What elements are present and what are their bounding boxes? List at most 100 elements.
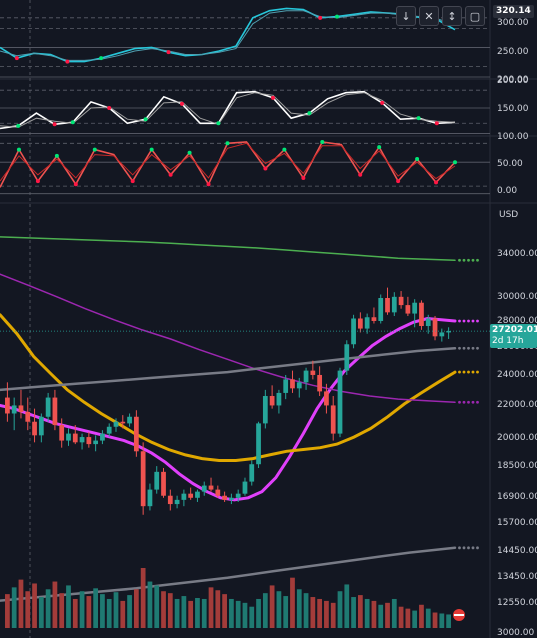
volume-bar (154, 585, 160, 628)
volume-bar (439, 613, 445, 628)
osc-2-tick-label: 150.00 (497, 104, 529, 114)
volume-bar (11, 587, 17, 628)
moving-average-projection-dot (458, 370, 461, 374)
candle-body (276, 392, 282, 406)
osc-2-cross-marker (143, 117, 148, 122)
osc-3-tick-label: 0.00 (497, 186, 517, 196)
price-tick-label: 12550.00 (497, 598, 537, 608)
candle-body (45, 397, 51, 417)
candle-body (405, 305, 411, 314)
candle-body (222, 495, 227, 500)
price-tick-label: 20000.00 (497, 433, 537, 443)
candle-body (79, 437, 85, 443)
moving-average-projection-dot (471, 319, 475, 323)
candle-body (235, 493, 241, 498)
price-tick-label: 14450.00 (497, 546, 537, 556)
candle-body (127, 416, 132, 424)
osc-3-cross-marker (263, 166, 268, 171)
candle-body (195, 491, 200, 498)
osc-3-cross-marker (358, 172, 363, 177)
volume-bar (249, 606, 255, 628)
volume-bar (344, 584, 350, 628)
price-tick-label: 24000.00 (497, 370, 537, 380)
osc-3-cross-marker (35, 179, 40, 184)
candle-body (188, 493, 194, 498)
osc-2-cross-marker (70, 120, 75, 125)
candle-body (161, 471, 166, 496)
osc-3-cross-marker (453, 160, 457, 165)
candle-body (93, 440, 99, 445)
osc-2-cross-marker (271, 95, 275, 100)
osc-1-tick-label: 300.00 (497, 18, 529, 28)
moving-average-projection-dot (471, 546, 475, 550)
moving-average-line-4 (0, 347, 457, 392)
moving-average-line-0 (0, 316, 457, 502)
volume-bar (181, 596, 187, 628)
osc-2-cross-marker (380, 100, 385, 105)
moving-average-projection-dot (462, 370, 466, 374)
osc-2-cross-marker (52, 122, 57, 127)
candle-body (100, 433, 105, 441)
volume-bar (283, 596, 289, 628)
candle-body (385, 297, 390, 313)
moving-average-projection-dot (458, 319, 461, 323)
moving-average-line-1 (0, 313, 457, 462)
volume-bar (412, 610, 418, 628)
volume-bar (201, 598, 207, 628)
candle-body (59, 425, 65, 441)
moving-average-projection-dot (471, 370, 475, 374)
candle-body (296, 382, 302, 389)
osc-1-cross-marker (14, 56, 19, 61)
osc-2-cross-marker (180, 101, 184, 106)
candle-body (256, 423, 261, 465)
volume-bar (79, 591, 85, 628)
moving-average-line-3 (0, 273, 456, 404)
candle-body (398, 296, 404, 306)
osc-3-cross-marker (320, 140, 325, 145)
volume-bar (337, 591, 343, 628)
volume-bar (419, 604, 424, 628)
maximize-icon[interactable]: ▢ (465, 6, 485, 26)
candle-body (86, 437, 92, 445)
volume-bar (324, 600, 329, 628)
collapse-icon[interactable]: ↕ (442, 6, 462, 26)
volume-bar (45, 589, 51, 628)
volume-bar (371, 600, 377, 628)
osc-3-cross-marker (434, 180, 439, 185)
volume-bar (405, 608, 411, 628)
candle-body (215, 489, 221, 496)
osc-2-tick-label: 100.00 (497, 132, 529, 142)
moving-average-line-5 (0, 546, 457, 602)
volume-bar (446, 614, 451, 628)
volume-bar (256, 598, 261, 628)
volume-bar (18, 579, 24, 628)
close-icon[interactable]: ✕ (419, 6, 439, 26)
osc-3-cross-marker (92, 147, 97, 152)
osc-3-tick-label: 50.00 (497, 159, 523, 169)
currency-label[interactable]: USD (499, 210, 519, 220)
volume-bar (120, 600, 126, 628)
moving-average-projection-dot (476, 546, 479, 550)
volume-bar (167, 593, 173, 628)
moving-average-projection-dot (471, 258, 475, 262)
osc-3-cross-marker (301, 175, 306, 180)
volume-bar (351, 597, 356, 628)
moving-average-projection-dot (467, 546, 470, 550)
last-price-badge: 27202.01 2d 17h (490, 324, 537, 348)
volume-bar (425, 608, 431, 628)
volume-bar (32, 583, 37, 628)
down-arrow-icon[interactable]: ↓ (396, 6, 416, 26)
osc-1-cross-marker (335, 14, 340, 19)
volume-bar (127, 595, 132, 628)
candle-body (283, 379, 289, 393)
candle-body (147, 489, 153, 507)
moving-average-projection-dot (467, 319, 470, 323)
candle-body (317, 374, 323, 392)
volume-bar (364, 598, 370, 628)
osc-3-cross-marker (168, 172, 173, 177)
volume-bar (385, 602, 390, 628)
volume-bar (378, 604, 384, 628)
moving-average-projection-dot (476, 370, 479, 374)
